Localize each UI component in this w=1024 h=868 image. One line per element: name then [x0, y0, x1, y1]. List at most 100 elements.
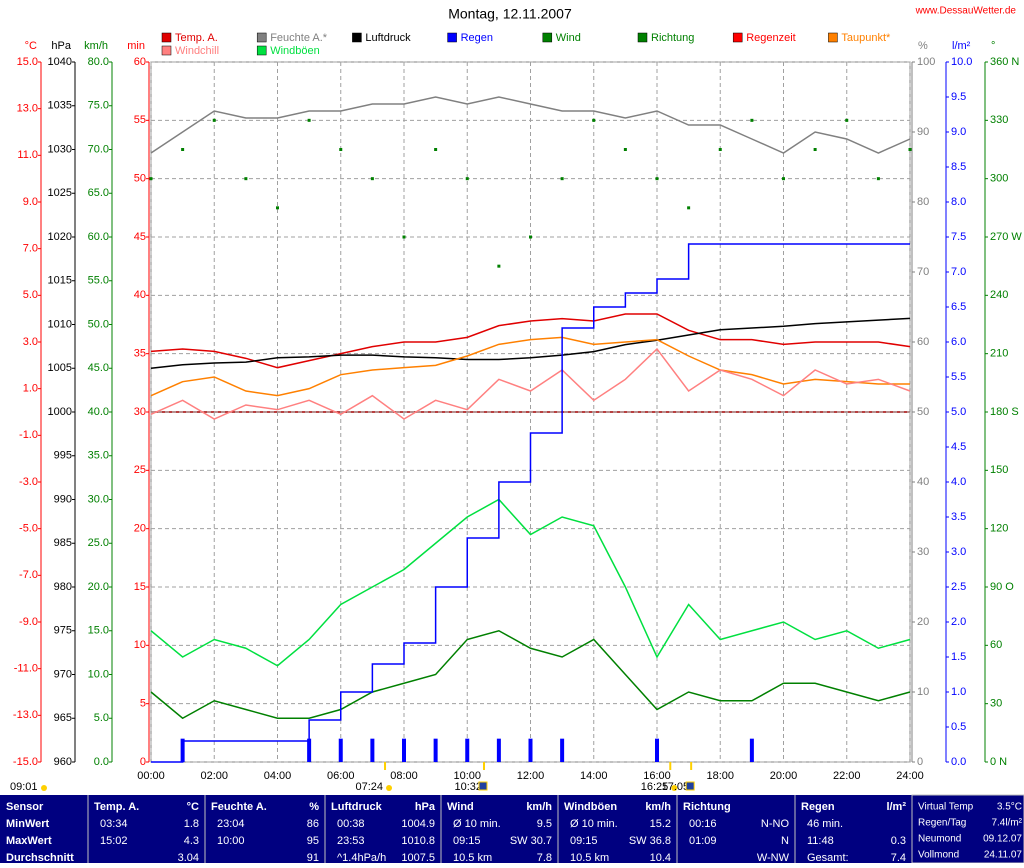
cell-left: 10.5 km [570, 852, 609, 863]
cell-right: 7.8 [537, 852, 552, 863]
y-tick-label: 1020 [48, 231, 72, 243]
cell-left: ^1.4hPa/h [337, 852, 386, 863]
col-title: Luftdruck [331, 801, 383, 813]
extra-value: 09.12.07 [983, 834, 1022, 845]
direction-dot [149, 177, 153, 181]
y-tick-label: 0 [917, 756, 923, 768]
y-tick-label: 40 [134, 289, 146, 301]
cell-left: Gesamt: [807, 852, 849, 863]
legend-swatch [542, 32, 553, 43]
stats-bg [0, 795, 1024, 863]
y-tick-label: -7.0 [19, 569, 38, 581]
direction-dot [782, 177, 785, 181]
direction-dot [212, 118, 216, 122]
x-tick-label: 24:00 [896, 770, 924, 782]
y-tick-label: 90 O [990, 581, 1014, 593]
y-tick-label: 1005 [48, 362, 72, 374]
direction-dot [276, 206, 279, 210]
y-tick-label: 20.0 [88, 581, 109, 593]
axis-title: °C [25, 40, 37, 52]
col-title: Temp. A. [94, 801, 139, 813]
rain-time-bar [370, 738, 375, 762]
y-tick-label: 1.0 [951, 686, 966, 698]
y-tick-label: 75.0 [88, 100, 109, 112]
cell-left: 10:00 [217, 835, 245, 847]
y-tick-label: 90 [917, 126, 929, 138]
y-tick-label: 360 N [990, 56, 1019, 68]
direction-dot [560, 177, 564, 181]
x-tick-label: 00:00 [137, 770, 165, 782]
legend-label: Luftdruck [365, 32, 411, 44]
axis-title: ° [991, 40, 995, 52]
extra-label: Vollmond [918, 850, 959, 861]
direction-dot [434, 148, 438, 151]
y-tick-label: 965 [54, 712, 72, 724]
col-title: Richtung [683, 801, 731, 813]
axis-title: hPa [51, 40, 71, 52]
y-tick-label: 80.0 [88, 56, 109, 68]
col-unit: l/m² [886, 801, 906, 813]
y-tick-label: 10.0 [88, 668, 109, 680]
y-tick-label: 5 [140, 698, 146, 710]
cell-right: 1010.8 [401, 835, 435, 847]
y-tick-label: 20 [917, 616, 929, 628]
y-tick-label: 60 [917, 336, 929, 348]
moon-icon [685, 781, 695, 791]
y-tick-label: 180 S [990, 406, 1019, 418]
x-tick-label: 16:00 [643, 770, 671, 782]
cell-right: 4.3 [184, 835, 199, 847]
cell-left: 09:15 [453, 835, 481, 847]
y-tick-label: 11.0 [17, 149, 38, 161]
y-tick-label: 40 [917, 476, 929, 488]
y-tick-label: 25 [134, 464, 146, 476]
y-tick-label: -13.0 [13, 709, 38, 721]
series-line [150, 498, 911, 667]
y-tick-label: 5.0 [94, 712, 109, 724]
legend-swatch [828, 32, 838, 43]
y-tick-label: 50 [917, 406, 929, 418]
cell-right: 15.2 [650, 818, 671, 830]
direction-dot [908, 148, 912, 151]
col-unit: km/h [645, 801, 671, 813]
x-tick-label: 20:00 [770, 770, 798, 782]
rain-time-bar [433, 738, 438, 762]
y-tick-label: 1.5 [951, 651, 966, 663]
cell-right: 1004.9 [401, 818, 435, 830]
y-tick-label: 9.0 [951, 126, 966, 138]
y-tick-label: 50 [134, 173, 146, 185]
legend-label: Windböen [270, 45, 320, 57]
series-line [151, 243, 910, 763]
legend-swatch [447, 32, 457, 43]
col-title: Regen [801, 801, 835, 813]
legend-swatch [352, 32, 362, 43]
rain-time-bar [749, 738, 754, 762]
cell-left: 03:34 [100, 818, 128, 830]
y-tick-label: -1.0 [19, 429, 38, 441]
y-tick-label: -5.0 [19, 523, 38, 535]
x-tick-label: 06:00 [327, 770, 355, 782]
series-line [150, 317, 911, 369]
chart-title: Montag, 12.11.2007 [448, 6, 572, 22]
x-tick-label: 02:00 [200, 770, 228, 782]
y-tick-label: 7.5 [951, 231, 966, 243]
y-tick-label: 45.0 [88, 362, 109, 374]
direction-dot [623, 148, 627, 151]
direction-dot [339, 148, 343, 151]
y-tick-label: 120 [990, 523, 1008, 535]
cell-right: 95 [307, 835, 319, 847]
y-tick-label: 330 [990, 114, 1008, 126]
rain-time-bar [402, 738, 406, 762]
axis-title: min [127, 40, 145, 52]
legend-swatch [256, 45, 267, 56]
y-tick-label: 1030 [48, 143, 72, 155]
event-time: 09:01 [10, 781, 38, 793]
y-tick-label: 70 [917, 266, 929, 278]
y-tick-label: 970 [54, 668, 72, 680]
cell-right: SW 36.8 [629, 835, 671, 847]
direction-dot [592, 118, 596, 122]
y-tick-label: 980 [54, 581, 72, 593]
y-tick-label: 30.0 [88, 493, 109, 505]
y-tick-label: 0 [140, 756, 146, 768]
y-tick-label: 270 W [990, 231, 1022, 243]
legend-swatch [256, 32, 267, 43]
